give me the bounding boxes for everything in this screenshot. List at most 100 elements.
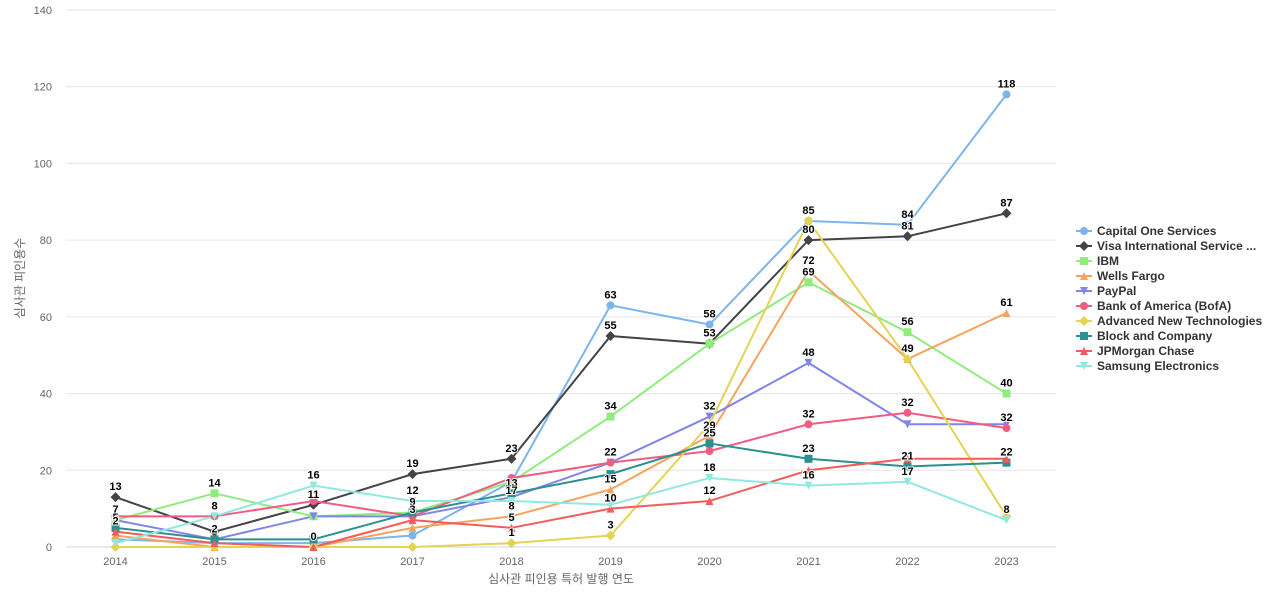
data-point bbox=[804, 358, 813, 367]
data-label: 3 bbox=[409, 504, 415, 516]
x-tick-label: 2014 bbox=[103, 556, 127, 568]
legend-item: Visa International Service ... bbox=[1076, 239, 1256, 253]
data-label: 49 bbox=[901, 343, 913, 355]
data-label: 63 bbox=[604, 289, 616, 301]
legend-label: Bank of America (BofA) bbox=[1097, 299, 1231, 313]
data-label: 21 bbox=[901, 450, 913, 462]
data-point bbox=[1002, 389, 1011, 398]
legend-label: Visa International Service ... bbox=[1097, 239, 1256, 253]
data-point bbox=[506, 538, 517, 549]
data-label: 55 bbox=[604, 320, 616, 332]
data-label: 9 bbox=[409, 496, 415, 508]
series-line bbox=[114, 281, 1008, 522]
data-point bbox=[408, 523, 417, 532]
data-label: 7 bbox=[112, 504, 118, 516]
data-label: 34 bbox=[604, 401, 617, 413]
data-label: 5 bbox=[508, 512, 514, 524]
series-line bbox=[114, 411, 1008, 518]
data-point bbox=[903, 328, 912, 337]
data-label: 17 bbox=[505, 485, 517, 497]
legend-label: Block and Company bbox=[1097, 329, 1213, 343]
data-label: 23 bbox=[505, 443, 517, 455]
data-point bbox=[309, 496, 318, 505]
data-label: 22 bbox=[604, 447, 616, 459]
data-label: 14 bbox=[208, 477, 221, 489]
data-point bbox=[408, 508, 417, 517]
legend-item: Advanced New Technologies bbox=[1076, 314, 1262, 328]
data-label: 13 bbox=[109, 481, 121, 493]
data-label: 16 bbox=[307, 470, 319, 482]
legend-item: Wells Fargo bbox=[1076, 269, 1165, 283]
data-point bbox=[1002, 309, 1011, 318]
data-point bbox=[110, 492, 121, 503]
y-tick-label: 0 bbox=[46, 542, 52, 554]
data-label: 40 bbox=[1000, 378, 1012, 390]
data-point bbox=[705, 431, 714, 440]
data-point bbox=[804, 466, 813, 475]
series-markers bbox=[110, 90, 1012, 552]
data-point bbox=[507, 489, 516, 498]
legend-marker bbox=[1080, 302, 1088, 310]
series-line bbox=[114, 361, 1008, 541]
x-tick-label: 2018 bbox=[499, 556, 523, 568]
data-point bbox=[111, 527, 120, 536]
x-tick-label: 2016 bbox=[301, 556, 325, 568]
data-point bbox=[705, 447, 714, 456]
series-line bbox=[114, 212, 1008, 533]
legend-label: IBM bbox=[1097, 254, 1119, 268]
legend-item: Bank of America (BofA) bbox=[1076, 299, 1231, 313]
data-point bbox=[803, 235, 814, 246]
data-label: 15 bbox=[604, 473, 616, 485]
legend-marker bbox=[1080, 272, 1088, 280]
data-point bbox=[903, 462, 912, 471]
data-point bbox=[705, 439, 714, 448]
data-label: 2 bbox=[112, 516, 118, 528]
legend-marker bbox=[1079, 316, 1089, 326]
x-axis-title: 심사관 피인용 특허 발행 연도 bbox=[488, 571, 634, 586]
data-label: 87 bbox=[1000, 197, 1012, 209]
legend-item: Capital One Services bbox=[1076, 224, 1217, 238]
data-point bbox=[606, 500, 615, 509]
data-point bbox=[804, 454, 813, 463]
data-point bbox=[804, 420, 813, 429]
data-point bbox=[705, 339, 714, 348]
data-point bbox=[407, 469, 418, 480]
legend-label: JPMorgan Chase bbox=[1097, 344, 1195, 358]
data-point bbox=[804, 481, 813, 490]
data-point bbox=[903, 220, 912, 229]
data-label: 32 bbox=[802, 408, 814, 420]
y-tick-label: 100 bbox=[34, 158, 52, 170]
data-label: 11 bbox=[308, 489, 320, 501]
data-label: 8 bbox=[508, 500, 514, 512]
data-point bbox=[111, 512, 120, 521]
data-label: 22 bbox=[1000, 447, 1012, 459]
y-tick-label: 140 bbox=[34, 5, 52, 17]
series-line bbox=[114, 219, 1008, 548]
legend-marker bbox=[1080, 287, 1088, 295]
data-label: 12 bbox=[406, 485, 418, 497]
data-point bbox=[1001, 208, 1012, 219]
data-point bbox=[507, 512, 516, 521]
data-label: 17 bbox=[901, 466, 913, 478]
y-tick-label: 60 bbox=[40, 312, 52, 324]
legend-marker bbox=[1080, 362, 1088, 370]
data-label: 5 bbox=[112, 512, 118, 524]
data-point bbox=[704, 419, 715, 430]
data-label: 61 bbox=[1000, 297, 1012, 309]
data-point bbox=[705, 496, 714, 505]
x-tick-label: 2020 bbox=[697, 556, 721, 568]
data-point bbox=[408, 516, 417, 525]
y-tick-label: 120 bbox=[34, 82, 52, 94]
data-point bbox=[309, 512, 318, 521]
data-point bbox=[902, 231, 913, 242]
data-point bbox=[309, 481, 318, 490]
y-axis-title: 심사관 피인용수 bbox=[13, 238, 27, 319]
data-label: 10 bbox=[604, 493, 616, 505]
legend-item: Block and Company bbox=[1076, 329, 1213, 343]
data-label: 32 bbox=[703, 401, 715, 413]
data-point bbox=[606, 412, 615, 421]
data-point bbox=[309, 535, 318, 544]
data-label: 19 bbox=[406, 458, 418, 470]
